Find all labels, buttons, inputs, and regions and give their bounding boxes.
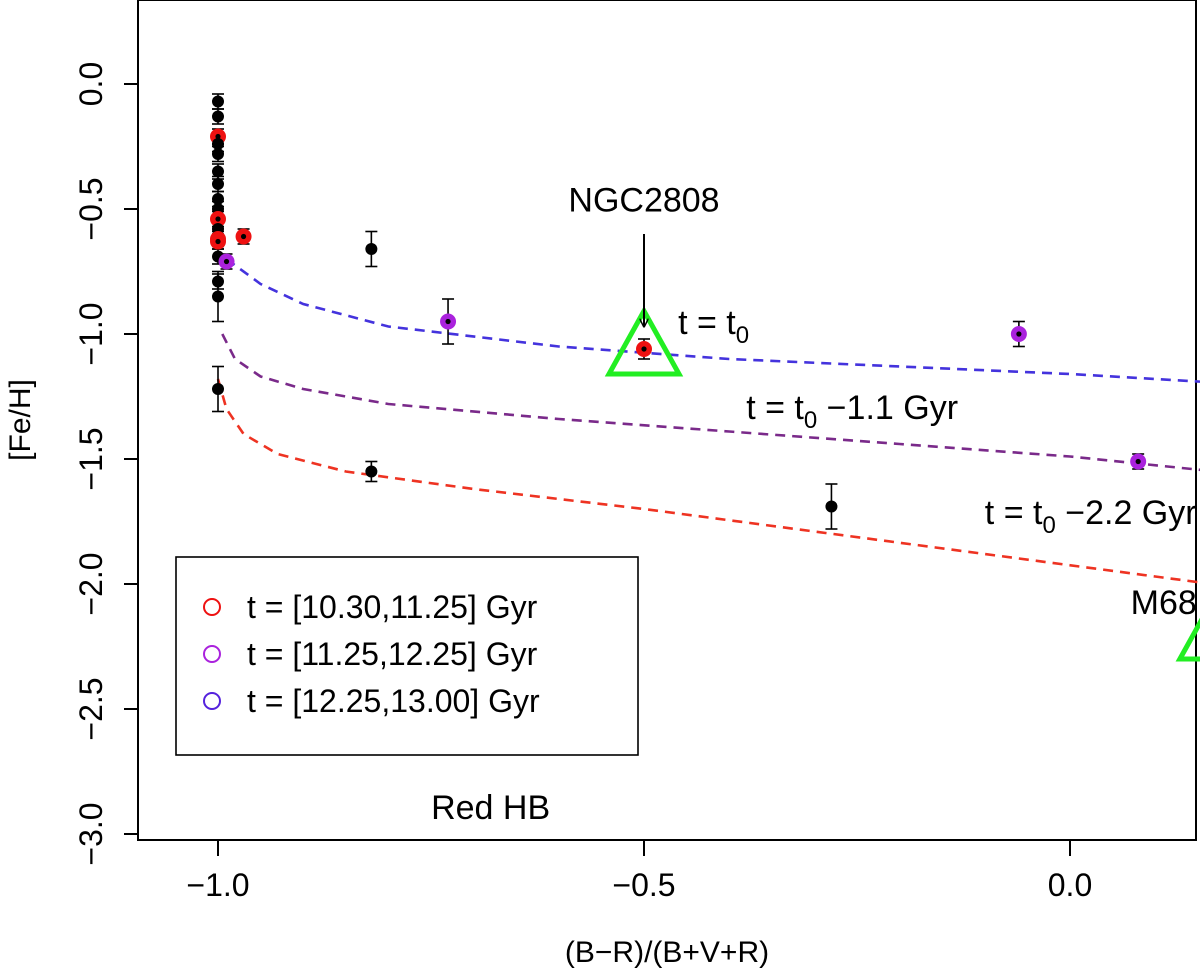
curve-label: t = t0 −2.2 Gyr xyxy=(985,494,1197,539)
highlight-triangle xyxy=(604,305,684,377)
curve-label-main: t = t xyxy=(985,494,1043,532)
y-tick-label: −1.0 xyxy=(73,302,109,365)
legend-label: t = [11.25,12.25] Gyr xyxy=(247,636,538,672)
curve-label-sub: 0 xyxy=(736,322,749,349)
legend-marker xyxy=(203,645,221,663)
data-point-center xyxy=(215,238,221,245)
highlight-triangles xyxy=(604,305,1200,662)
data-point-center xyxy=(445,318,451,325)
data-point xyxy=(212,275,224,288)
curve-label-suffix: −2.2 Gyr xyxy=(1056,494,1197,532)
data-points xyxy=(210,95,1147,513)
data-point-center xyxy=(641,346,647,352)
x-tick-label: −0.5 xyxy=(612,867,675,903)
annotation-label: NGC2808 xyxy=(568,182,719,220)
legend: t = [10.30,11.25] Gyr t = [11.25,12.25] G… xyxy=(175,556,639,756)
curve-label-sub: 0 xyxy=(804,407,817,434)
annotation-label: M68 xyxy=(1131,584,1197,622)
legend-box xyxy=(175,556,639,756)
data-point xyxy=(365,243,378,255)
y-tick-label: −3.0 xyxy=(73,802,109,865)
data-point-center xyxy=(1016,331,1022,337)
data-point xyxy=(212,165,224,178)
curve-label: t = t0 xyxy=(678,304,749,349)
plot-frame xyxy=(137,0,1197,841)
data-point xyxy=(212,95,224,108)
y-tick-label: −1.5 xyxy=(73,427,109,490)
curve-label-main: t = t xyxy=(678,304,736,342)
data-point-center xyxy=(215,133,221,140)
y-axis: 0.0 −0.5 −1.0 −1.5 −2.0 −2.5 −3.0 xyxy=(73,62,138,866)
data-point xyxy=(212,148,224,160)
data-point-center xyxy=(240,233,247,240)
data-point xyxy=(212,193,224,205)
x-tick-label: −1.0 xyxy=(186,867,249,903)
data-point xyxy=(365,465,378,478)
y-tick-label: −0.5 xyxy=(73,177,109,240)
legend-marker xyxy=(203,692,221,710)
data-point xyxy=(212,290,224,303)
data-point-center xyxy=(223,258,230,265)
legend-label: t = [10.30,11.25] Gyr xyxy=(247,589,538,625)
x-tick-label: 0.0 xyxy=(1048,867,1092,903)
curve-label-suffix: −1.1 Gyr xyxy=(817,389,958,427)
data-point xyxy=(825,500,838,513)
x-axis-title: (B−R)/(B+V+R) xyxy=(565,936,769,969)
data-point xyxy=(212,383,224,395)
y-tick-label: 0.0 xyxy=(73,62,109,106)
y-tick-label: −2.0 xyxy=(73,552,109,615)
annotation-label: Red HB xyxy=(431,789,550,827)
y-axis-title: [Fe/H] xyxy=(4,379,37,461)
data-point-center xyxy=(1135,458,1141,465)
model-curves xyxy=(216,257,1200,584)
y-tick-label: −2.5 xyxy=(73,677,109,740)
data-point xyxy=(212,178,224,190)
curve-label-sub: 0 xyxy=(1042,512,1055,539)
model-curve xyxy=(221,333,1200,472)
data-point-center xyxy=(215,216,221,222)
data-point xyxy=(212,110,224,123)
curve-label-main: t = t xyxy=(746,389,804,427)
curve-label: t = t0 −1.1 Gyr xyxy=(746,389,958,434)
model-curve xyxy=(225,257,1200,383)
legend-label: t = [12.25,13.00] Gyr xyxy=(247,683,540,719)
x-axis: −1.0−0.50.00.51.0 xyxy=(186,840,1092,903)
legend-marker xyxy=(203,598,221,616)
model-curve xyxy=(216,378,1200,584)
highlight-triangle xyxy=(1175,617,1200,662)
data-point xyxy=(212,138,224,150)
